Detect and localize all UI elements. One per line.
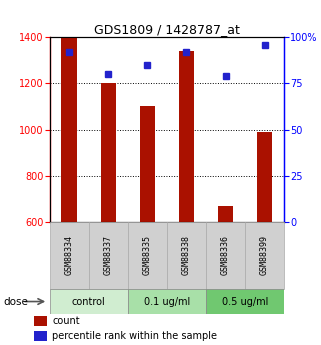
Text: percentile rank within the sample: percentile rank within the sample [52,331,218,341]
Text: GSM88334: GSM88334 [65,236,74,275]
Bar [206,289,284,314]
Bar [245,222,284,289]
Bar [62,37,77,222]
Title: GDS1809 / 1428787_at: GDS1809 / 1428787_at [94,23,240,36]
Bar [50,222,89,289]
Bar [34,316,48,326]
Text: 0.5 ug/ml: 0.5 ug/ml [222,297,268,306]
Bar [178,51,194,222]
Text: GSM88338: GSM88338 [182,236,191,275]
Text: GSM88335: GSM88335 [143,236,152,275]
Bar [206,222,245,289]
Bar [50,289,128,314]
Text: GSM88399: GSM88399 [260,236,269,275]
Bar [140,107,155,222]
Bar [34,331,48,341]
Text: control: control [72,297,106,306]
Text: dose: dose [3,297,28,306]
Text: GSM88337: GSM88337 [104,236,113,275]
Text: 0.1 ug/ml: 0.1 ug/ml [144,297,190,306]
Bar [89,222,128,289]
Text: count: count [52,316,80,326]
Text: GSM88336: GSM88336 [221,236,230,275]
Bar [167,222,206,289]
Bar [128,289,206,314]
Bar [257,132,272,222]
Bar [100,83,116,222]
Bar [218,206,233,222]
Bar [128,222,167,289]
